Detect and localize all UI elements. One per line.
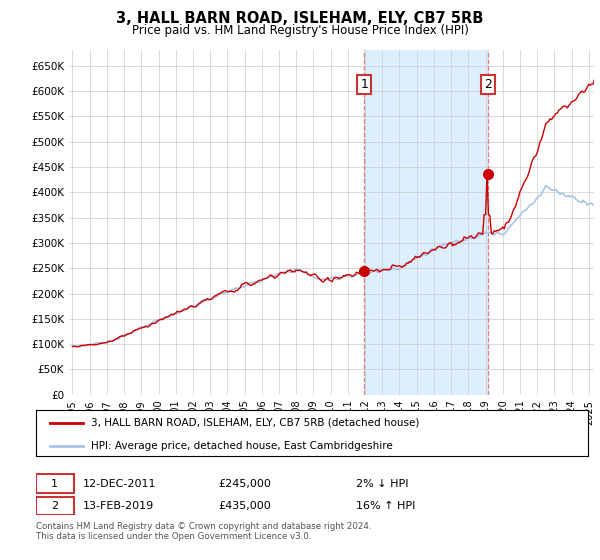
Bar (364, 50, 488, 395)
Text: 12-DEC-2011: 12-DEC-2011 (83, 479, 157, 489)
Text: 3, HALL BARN ROAD, ISLEHAM, ELY, CB7 5RB: 3, HALL BARN ROAD, ISLEHAM, ELY, CB7 5RB (116, 11, 484, 26)
Text: 2: 2 (51, 501, 58, 511)
Text: 3, HALL BARN ROAD, ISLEHAM, ELY, CB7 5RB (detached house): 3, HALL BARN ROAD, ISLEHAM, ELY, CB7 5RB… (91, 418, 419, 428)
Text: 2: 2 (484, 78, 491, 91)
Text: 1: 1 (51, 479, 58, 489)
FancyBboxPatch shape (36, 497, 74, 515)
Text: Price paid vs. HM Land Registry's House Price Index (HPI): Price paid vs. HM Land Registry's House … (131, 24, 469, 37)
Text: 1: 1 (360, 78, 368, 91)
FancyBboxPatch shape (36, 474, 74, 493)
Text: Contains HM Land Registry data © Crown copyright and database right 2024.
This d: Contains HM Land Registry data © Crown c… (36, 522, 371, 542)
Text: £435,000: £435,000 (218, 501, 271, 511)
Text: 13-FEB-2019: 13-FEB-2019 (83, 501, 154, 511)
Text: £245,000: £245,000 (218, 479, 271, 489)
Text: 2% ↓ HPI: 2% ↓ HPI (356, 479, 409, 489)
Text: 16% ↑ HPI: 16% ↑ HPI (356, 501, 416, 511)
Text: HPI: Average price, detached house, East Cambridgeshire: HPI: Average price, detached house, East… (91, 441, 393, 451)
